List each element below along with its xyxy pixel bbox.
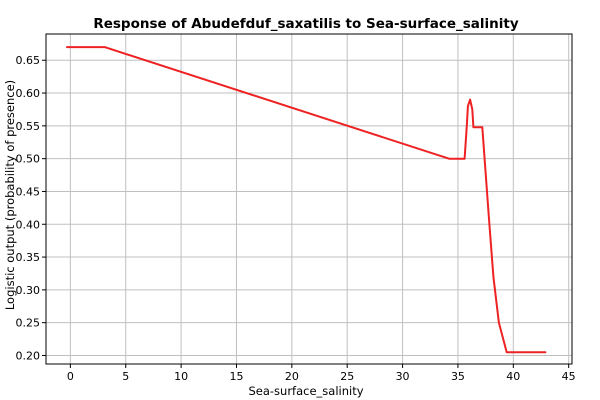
x-tick-label: 25 bbox=[340, 370, 354, 383]
series-layer bbox=[66, 46, 547, 354]
y-tick-label: 0.25 bbox=[16, 317, 41, 330]
y-tick-label: 0.60 bbox=[16, 87, 41, 100]
y-axis-label: Logistic output (probability of presence… bbox=[3, 80, 17, 310]
axis-ticks: 0 5 10 15 20 25 30 35 40 45 0.20 0.25 0.30 0.35 0.40 0.… bbox=[16, 54, 576, 383]
x-tick-label: 30 bbox=[396, 370, 410, 383]
x-tick-label: 10 bbox=[174, 370, 188, 383]
grid bbox=[46, 34, 572, 364]
y-tick-label: 0.30 bbox=[16, 284, 41, 297]
chart-title: Response of Abudefduf_saxatilis to Sea-s… bbox=[93, 16, 519, 32]
x-tick-label: 5 bbox=[122, 370, 129, 383]
y-tick-label: 0.45 bbox=[16, 185, 41, 198]
plot-area bbox=[45, 33, 573, 365]
x-tick-label: 20 bbox=[285, 370, 299, 383]
response-curve-line bbox=[66, 46, 547, 354]
x-tick-label: 15 bbox=[229, 370, 243, 383]
y-tick-label: 0.40 bbox=[16, 218, 41, 231]
y-tick-label: 0.50 bbox=[16, 153, 41, 166]
y-tick-label: 0.20 bbox=[16, 349, 41, 362]
x-tick-label: 40 bbox=[506, 370, 520, 383]
x-axis-label: Sea-surface_salinity bbox=[248, 384, 363, 398]
y-tick-label: 0.65 bbox=[16, 54, 41, 67]
x-tick-label: 35 bbox=[451, 370, 465, 383]
y-tick-label: 0.55 bbox=[16, 120, 41, 133]
y-tick-label: 0.35 bbox=[16, 251, 41, 264]
x-tick-label: 45 bbox=[562, 370, 576, 383]
x-tick-label: 0 bbox=[67, 370, 74, 383]
